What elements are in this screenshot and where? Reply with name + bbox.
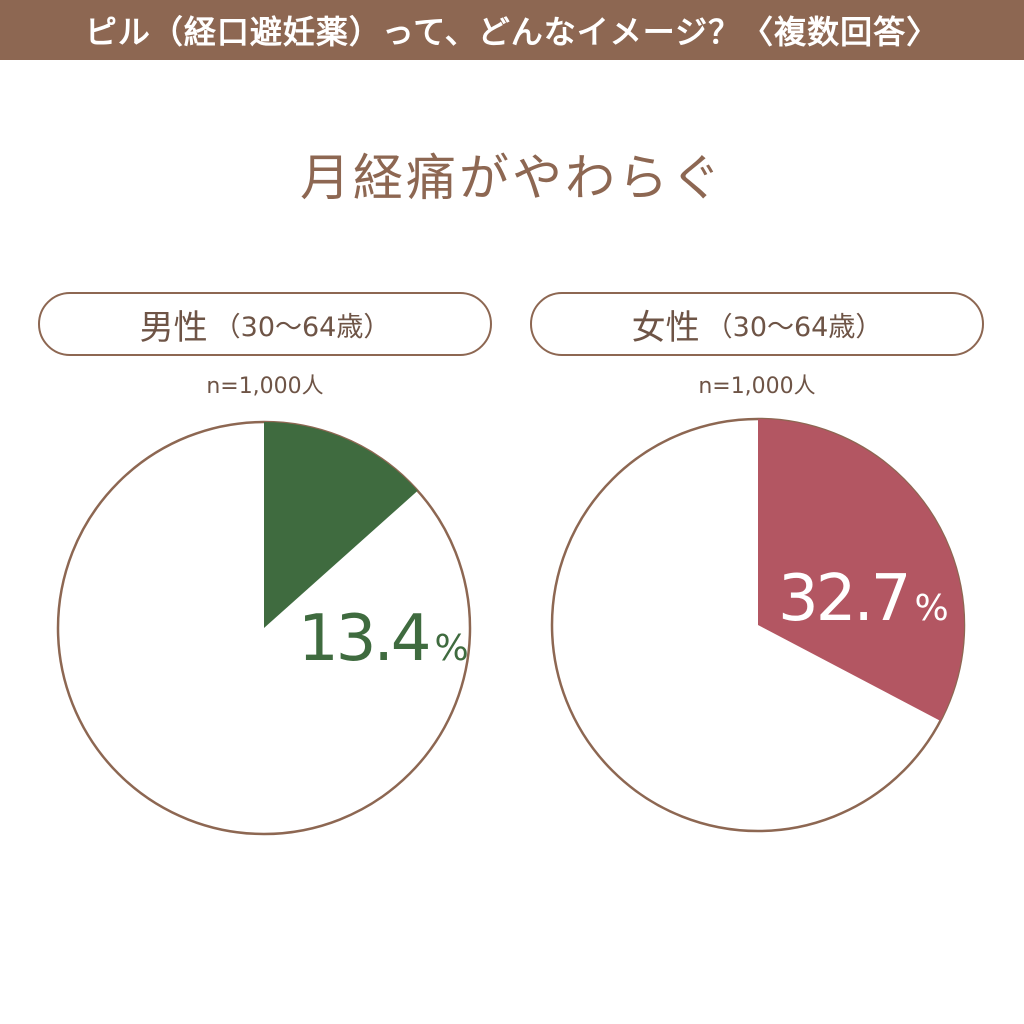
pie-chart-male: 13.4% (56, 420, 472, 836)
group-label-age: （30〜64歳） (705, 311, 883, 343)
pie-value-number: 32.7 (778, 562, 909, 636)
group-label-main: 男性 (139, 307, 208, 348)
group-label-age: （30〜64歳） (213, 311, 391, 343)
chart-subtitle: 月経痛がやわらぐ (300, 149, 724, 207)
sample-size-male: n=1,000人 (206, 374, 324, 399)
pie-slice-female (758, 419, 965, 721)
pie-value-percent: % (435, 628, 468, 669)
pie-value-number: 13.4 (298, 602, 429, 676)
group-label-male: 男性 （30〜64歳） (38, 292, 492, 356)
header-banner: ピル（経口避妊薬）って、どんなイメージ？〈複数回答〉 (0, 0, 1024, 60)
group-label-female: 女性 （30〜64歳） (530, 292, 984, 356)
pie-slice-male (264, 422, 418, 628)
pie-value-label-male: 13.4% (298, 602, 468, 676)
sample-size-female: n=1,000人 (698, 374, 816, 399)
pie-value-label-female: 32.7% (778, 562, 948, 636)
header-title: ピル（経口避妊薬）って、どんなイメージ？〈複数回答〉 (84, 13, 940, 51)
group-label-main: 女性 (631, 307, 700, 348)
pie-chart-female: 32.7% (550, 417, 966, 833)
pie-value-percent: % (915, 588, 948, 629)
